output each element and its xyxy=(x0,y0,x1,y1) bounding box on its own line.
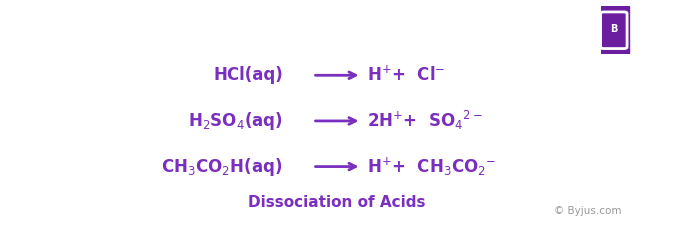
Text: H$^{+}$+  Cl$^{-}$: H$^{+}$+ Cl$^{-}$ xyxy=(367,66,445,85)
Text: BYJU'S: BYJU'S xyxy=(645,17,683,27)
Text: The Learning App: The Learning App xyxy=(640,37,688,42)
Text: CH$_{3}$CO$_{2}$H(aq): CH$_{3}$CO$_{2}$H(aq) xyxy=(162,156,283,178)
Text: H$_{2}$SO$_{4}$(aq): H$_{2}$SO$_{4}$(aq) xyxy=(188,110,283,132)
Text: Dissociation of Acids: Dissociation of Acids xyxy=(248,195,426,210)
Text: B: B xyxy=(610,24,617,34)
Bar xyxy=(601,6,629,54)
Text: HCl(aq): HCl(aq) xyxy=(213,66,283,84)
Text: © Byjus.com: © Byjus.com xyxy=(554,206,622,216)
Text: H$^{+}$+  CH$_{3}$CO$_{2}$$^{-}$: H$^{+}$+ CH$_{3}$CO$_{2}$$^{-}$ xyxy=(367,155,496,178)
Text: 2H$^{+}$+  SO$_{4}$$^{2-}$: 2H$^{+}$+ SO$_{4}$$^{2-}$ xyxy=(367,109,483,132)
